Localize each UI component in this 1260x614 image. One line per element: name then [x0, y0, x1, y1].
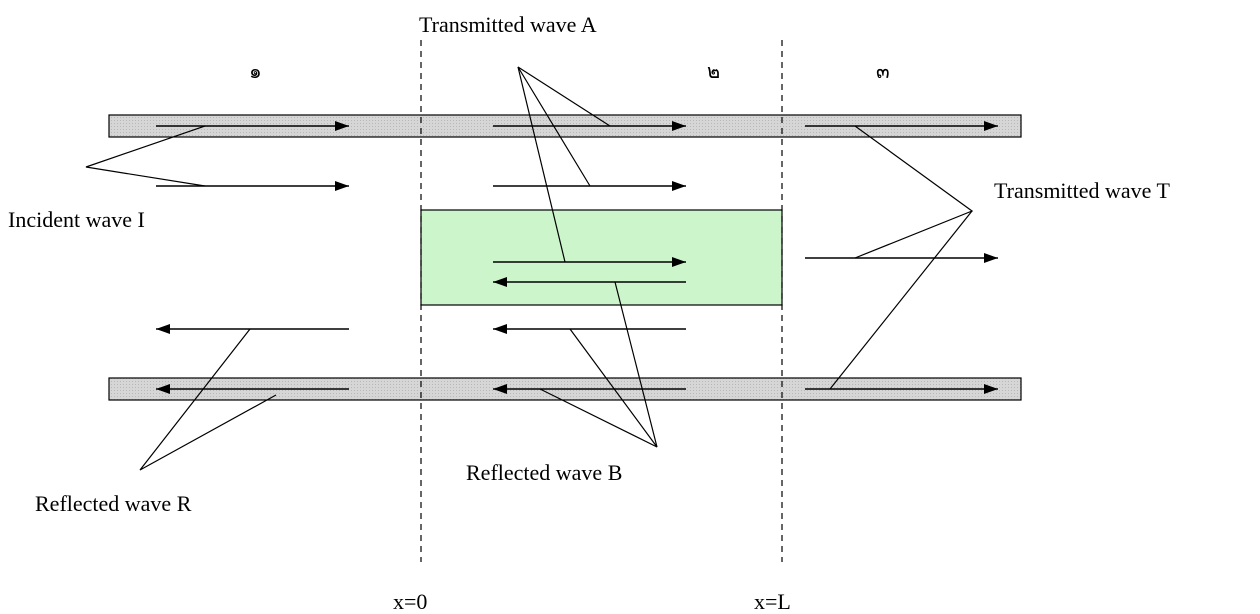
label-boundary-x0: x=0: [393, 589, 428, 614]
region-2-label: ๒: [707, 59, 721, 83]
leader-reflected-r: [139, 328, 277, 471]
leader-reflected-b-2: [539, 388, 658, 448]
title-transmitted-wave-a: Transmitted wave A: [419, 12, 597, 37]
label-incident-wave-i: Incident wave I: [8, 207, 145, 232]
leader-incident-i: [85, 125, 206, 187]
label-boundary-xl: x=L: [754, 589, 791, 614]
label-transmitted-wave-t: Transmitted wave T: [994, 178, 1170, 203]
region-3-label: ๓: [876, 59, 890, 83]
leader-transmitted-t-2: [829, 210, 973, 390]
region-1-label: ๑: [249, 59, 262, 83]
leader-transmitted-a-2: [517, 66, 566, 263]
label-reflected-wave-b: Reflected wave B: [466, 460, 623, 485]
green-slab: [420, 209, 783, 306]
label-reflected-wave-r: Reflected wave R: [35, 491, 192, 516]
